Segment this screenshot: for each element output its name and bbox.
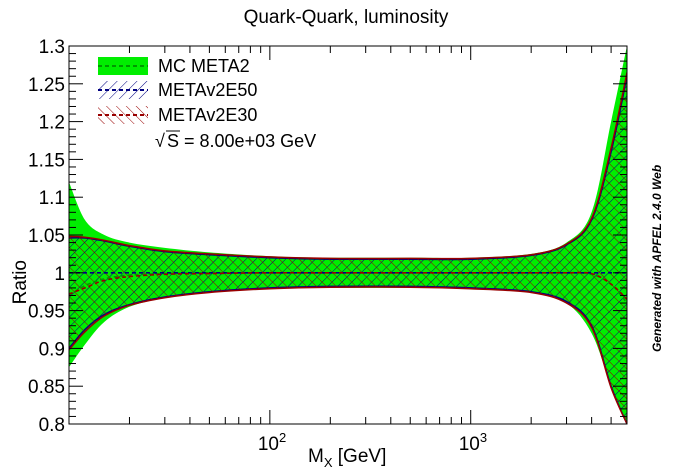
x-tick-label: 103: [459, 430, 487, 455]
band-upper-edge-metav2e30: [69, 72, 627, 260]
y-tick-label: 1.3: [39, 37, 65, 58]
chart-title: Quark-Quark, luminosity: [244, 7, 449, 28]
y-tick-label: 1.25: [28, 75, 65, 96]
sqrt-symbol: √: [155, 131, 165, 151]
y-tick-label: 1.1: [39, 188, 65, 209]
band-upper-edge-metav2e50: [69, 76, 627, 261]
x-axis-label-sub: X: [324, 455, 333, 470]
band-lower-edge-metav2e50: [69, 285, 627, 424]
y-tick-label: 1.05: [28, 226, 65, 247]
legend-entry-metav2e50: METAv2E50: [98, 80, 257, 100]
plot-frame: [68, 45, 628, 425]
y-tick-label: 0.95: [28, 302, 65, 323]
generator-note: Generated with APFEL 2.4.0 Web: [650, 165, 664, 352]
legend-label-mc-meta2: MC META2: [158, 56, 250, 76]
y-axis: 0.8 0.85 0.9 0.95 1 1.05 1.1 1.15 1.2 1.25 1.3: [28, 37, 627, 436]
y-tick-label: 0.8: [39, 415, 65, 436]
band-mc-meta2: [69, 46, 627, 424]
y-tick-label: 0.9: [39, 339, 65, 360]
legend-label-metav2e50: METAv2E50: [158, 80, 257, 100]
y-axis-label: Ratio: [10, 260, 31, 304]
y-tick-label: 1.2: [39, 113, 65, 134]
legend-label-metav2e30: METAv2E30: [158, 105, 257, 125]
x-axis-label-unit: [GeV]: [333, 446, 387, 467]
legend-entry-metav2e30: METAv2E30: [98, 105, 257, 125]
y-tick-label: 1.15: [28, 150, 65, 171]
legend: MC META2 METAv2E50 METAv2E30 √ S = 8.00e…: [98, 56, 316, 151]
y-tick-label: 1: [54, 264, 65, 285]
legend-entry-mc-meta2: MC META2: [98, 56, 250, 76]
x-axis-label-main: M: [308, 446, 324, 467]
annotation-text: S = 8.00e+03 GeV: [167, 131, 316, 151]
band-lower-edge-metav2e30: [69, 286, 627, 424]
x-axis: 102 103: [68, 46, 628, 455]
x-tick-label: 102: [258, 430, 286, 455]
y-tick-label: 0.85: [28, 377, 65, 398]
central-line-metav2e30: [69, 271, 627, 300]
legend-annotation-sqrt-s: √ S = 8.00e+03 GeV: [155, 130, 316, 151]
plot-area: [69, 46, 627, 424]
x-axis-label: MX [GeV]: [308, 446, 386, 470]
